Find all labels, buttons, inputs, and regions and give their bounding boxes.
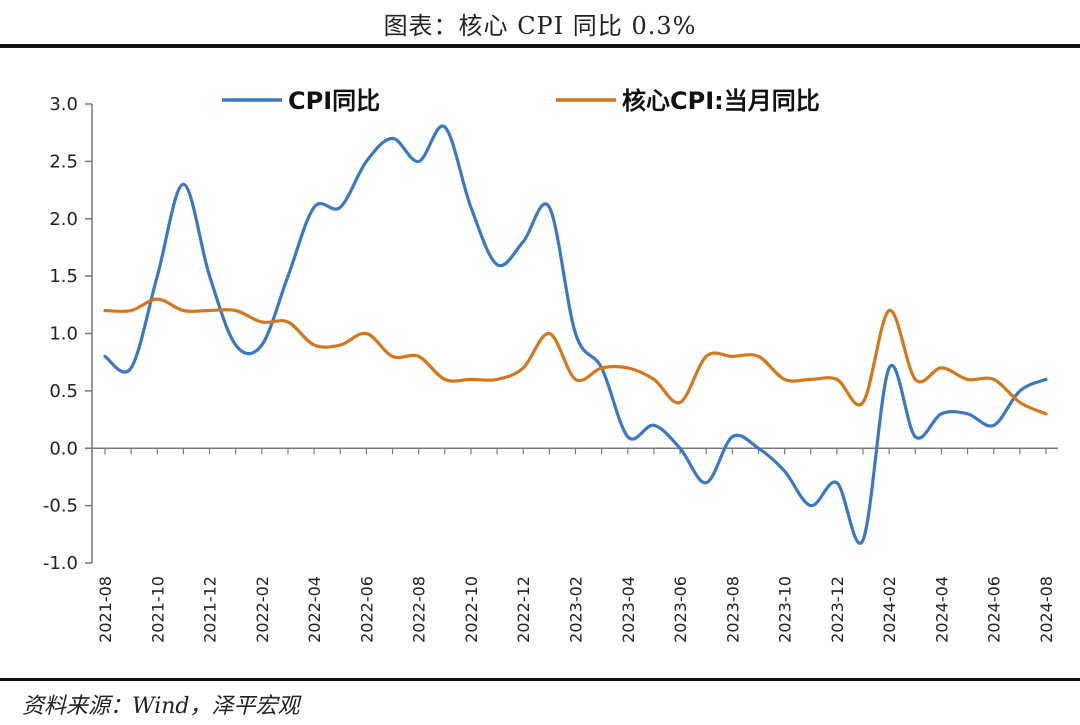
x-tick-label: 2023-08 bbox=[723, 576, 742, 643]
y-tick-label: -0.5 bbox=[43, 496, 78, 517]
x-tick-label: 2021-10 bbox=[148, 576, 167, 643]
x-tick-label: 2024-08 bbox=[1037, 576, 1056, 643]
x-tick-label: 2022-10 bbox=[462, 576, 481, 643]
x-tick-label: 2023-02 bbox=[567, 576, 586, 643]
x-tick-label: 2023-06 bbox=[671, 576, 690, 643]
x-tick-label: 2022-04 bbox=[305, 576, 324, 643]
y-tick-label: 0.5 bbox=[49, 381, 78, 402]
chart-title: 图表：核心 CPI 同比 0.3% bbox=[383, 12, 697, 40]
y-tick-label: 3.0 bbox=[49, 94, 78, 115]
x-tick-label: 2024-04 bbox=[932, 576, 951, 643]
legend: CPI同比 核心CPI:当月同比 bbox=[222, 87, 820, 115]
x-tick-label: 2023-10 bbox=[776, 576, 795, 643]
source-note: 资料来源：Wind，泽平宏观 bbox=[22, 694, 300, 719]
legend-label-cpi-yoy: CPI同比 bbox=[288, 87, 380, 115]
x-tick-label: 2022-08 bbox=[410, 576, 429, 643]
series-lines bbox=[103, 124, 1048, 545]
series-line-cpi-yoy bbox=[103, 124, 1048, 545]
y-tick-label: -1.0 bbox=[43, 553, 78, 574]
x-tick-label: 2023-04 bbox=[619, 576, 638, 643]
y-tick-label: 1.5 bbox=[49, 266, 78, 287]
x-tick-label: 2023-12 bbox=[828, 576, 847, 643]
series-line-core-cpi-yoy bbox=[103, 297, 1048, 416]
x-tick-label: 2024-02 bbox=[880, 576, 899, 643]
y-tick-label: 2.0 bbox=[49, 209, 78, 230]
x-tick-label: 2021-08 bbox=[96, 576, 115, 643]
x-tick-label: 2022-06 bbox=[357, 576, 376, 643]
x-tick-label: 2024-06 bbox=[985, 576, 1004, 643]
legend-label-core-cpi-yoy: 核心CPI:当月同比 bbox=[622, 87, 820, 115]
cpi-line-chart: 3.02.52.01.51.00.50.0-0.5-1.0 2021-08 202… bbox=[43, 87, 1058, 643]
x-tick-label: 2022-12 bbox=[514, 576, 533, 643]
x-axis-ticks: 2021-08 2021-10 2021-12 2022-02 2022-04 2022-… bbox=[96, 448, 1056, 643]
y-tick-label: 1.0 bbox=[49, 324, 78, 345]
x-tick-label: 2021-12 bbox=[201, 576, 220, 643]
y-tick-label: 2.5 bbox=[49, 151, 78, 172]
top-rule bbox=[0, 44, 1080, 48]
x-tick-label: 2022-02 bbox=[253, 576, 272, 643]
bottom-rule bbox=[0, 678, 1080, 681]
y-tick-label: 0.0 bbox=[49, 438, 78, 459]
y-axis-ticks: 3.0 2.5 2.0 1.5 1.0 0.5 0.0 -0.5 -1.0 bbox=[43, 94, 92, 574]
